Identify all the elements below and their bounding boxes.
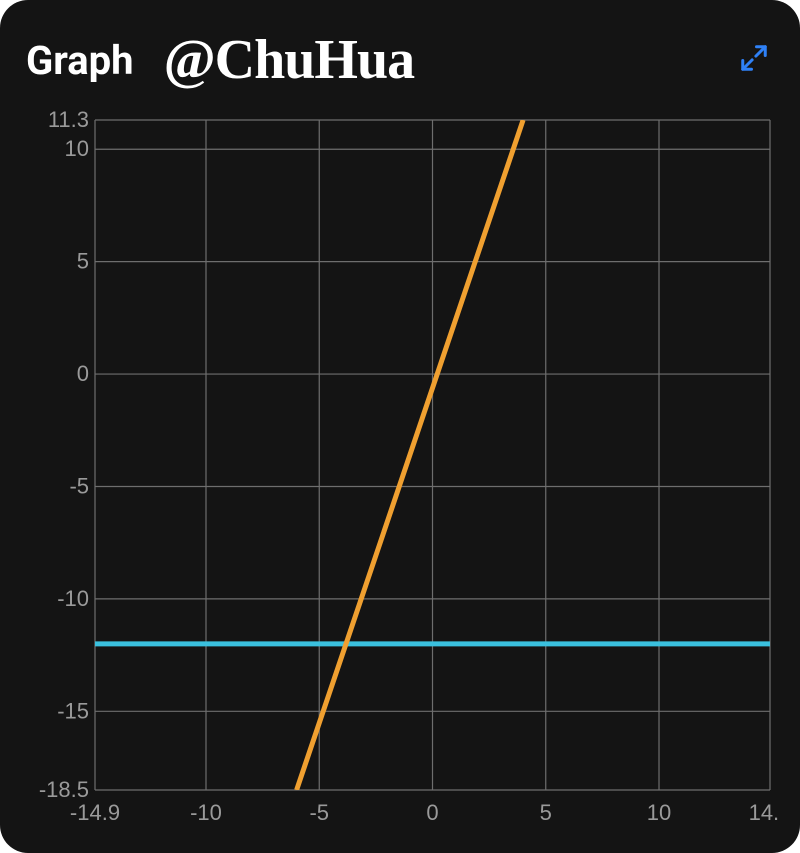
graph-card: Graph @ChuHua -18.511.3-15-10-50510-14.9…: [0, 0, 800, 853]
x-tick-label: -10: [190, 800, 222, 825]
x-tick-label: -5: [309, 800, 329, 825]
x-tick-label: 10: [647, 800, 671, 825]
x-tick-label: 0: [426, 800, 438, 825]
grid: [95, 120, 770, 790]
y-tick-label: 0: [77, 361, 89, 386]
expand-icon[interactable]: [738, 42, 770, 74]
y-tick-label: 11.3: [48, 110, 89, 132]
y-tick-labels: -18.5 11.3 -15 -10 -5 0 5 10: [39, 110, 89, 802]
y-tick-label: 5: [77, 249, 89, 274]
slanted-line: [297, 120, 524, 790]
y-tick-label: 10: [65, 136, 89, 161]
panel-title: Graph: [26, 37, 134, 84]
x-tick-labels: -14.9 14.9 -10 -5 0 5 10: [70, 800, 780, 825]
x-tick-label: 14.9: [749, 800, 780, 825]
y-tick-label: -10: [57, 586, 89, 611]
y-tick-label: -15: [57, 698, 89, 723]
watermark-text: @ChuHua: [164, 28, 415, 92]
y-tick-label: -5: [69, 473, 89, 498]
y-tick-label: -18.5: [39, 777, 89, 802]
expand-arrows-icon: [739, 43, 769, 73]
header: Graph @ChuHua: [20, 20, 780, 100]
chart-svg: -18.5 11.3 -15 -10 -5 0 5 10 -14.9 14.9 -10 -5 0 5 10: [20, 110, 780, 830]
x-tick-label: -14.9: [70, 800, 120, 825]
x-tick-label: 5: [540, 800, 552, 825]
chart-area[interactable]: -18.5 11.3 -15 -10 -5 0 5 10 -14.9 14.9 -10 -5 0 5 10: [20, 110, 780, 830]
